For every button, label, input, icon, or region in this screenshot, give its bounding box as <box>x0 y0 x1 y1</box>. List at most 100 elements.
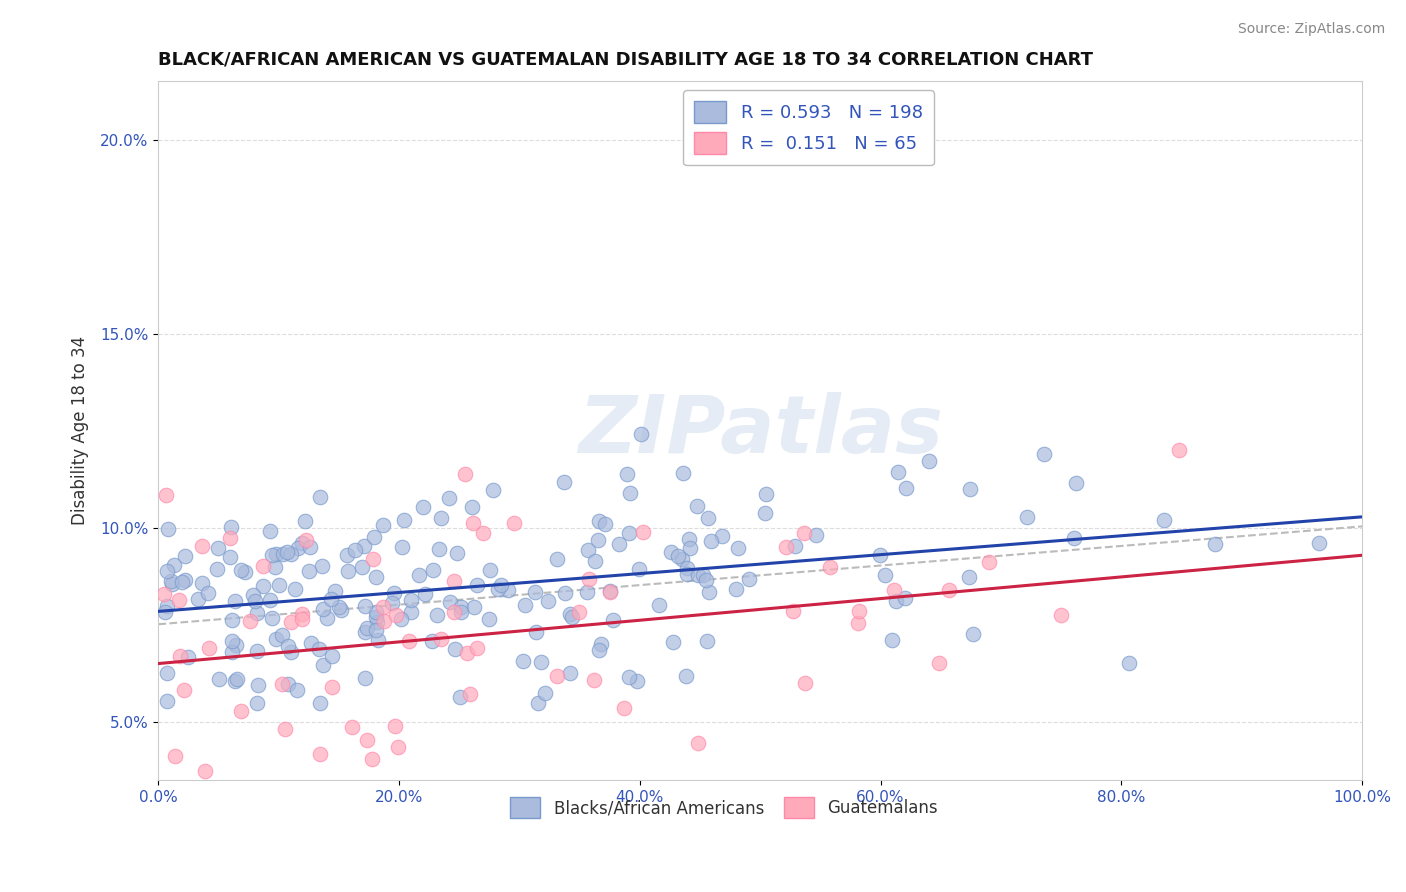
Point <box>373 614 395 628</box>
Point <box>361 551 384 566</box>
Point <box>686 499 709 513</box>
Point <box>187 591 209 606</box>
Point <box>364 569 387 583</box>
Point <box>167 593 190 607</box>
Point <box>460 500 482 515</box>
Point <box>439 594 461 608</box>
Point <box>430 632 453 647</box>
Point <box>299 636 322 650</box>
Point <box>260 611 283 625</box>
Point <box>367 633 389 648</box>
Point <box>263 560 285 574</box>
Point <box>287 541 309 555</box>
Point <box>688 567 710 582</box>
Point <box>688 736 710 750</box>
Point <box>588 514 610 528</box>
Point <box>627 562 650 576</box>
Point <box>661 635 683 649</box>
Point <box>463 599 485 614</box>
Point <box>1167 442 1189 457</box>
Point <box>295 533 318 547</box>
Point <box>239 615 262 629</box>
Point <box>959 482 981 496</box>
Point <box>309 747 332 761</box>
Point <box>207 541 229 555</box>
Point <box>465 578 488 592</box>
Point <box>371 518 394 533</box>
Point <box>170 574 193 589</box>
Point <box>977 555 1000 569</box>
Point <box>412 500 434 514</box>
Legend: Blacks/African Americans, Guatemalans: Blacks/African Americans, Guatemalans <box>503 790 945 824</box>
Point <box>229 563 252 577</box>
Point <box>335 548 357 562</box>
Point <box>1033 447 1056 461</box>
Point <box>337 564 360 578</box>
Point <box>312 658 335 673</box>
Point <box>450 605 472 619</box>
Point <box>471 526 494 541</box>
Point <box>619 486 641 500</box>
Point <box>1063 531 1085 545</box>
Point <box>678 532 700 546</box>
Point <box>869 548 891 562</box>
Point <box>443 606 465 620</box>
Point <box>439 491 461 505</box>
Point <box>530 655 553 669</box>
Point <box>957 570 980 584</box>
Point <box>156 666 179 681</box>
Point <box>264 548 287 562</box>
Point <box>219 520 242 534</box>
Text: BLACK/AFRICAN AMERICAN VS GUATEMALAN DISABILITY AGE 18 TO 34 CORRELATION CHART: BLACK/AFRICAN AMERICAN VS GUATEMALAN DIS… <box>159 51 1094 69</box>
Point <box>229 704 252 718</box>
Point <box>153 605 176 619</box>
Point <box>291 612 314 626</box>
Point <box>246 696 269 710</box>
Point <box>1017 509 1039 524</box>
Point <box>252 579 274 593</box>
Point <box>502 516 524 531</box>
Point <box>443 574 465 589</box>
Point <box>354 624 377 639</box>
Point <box>675 668 697 682</box>
Point <box>246 606 269 620</box>
Point <box>524 584 547 599</box>
Point <box>1064 475 1087 490</box>
Point <box>218 532 240 546</box>
Point <box>697 511 720 525</box>
Point <box>568 605 591 619</box>
Point <box>356 621 378 635</box>
Point <box>755 487 778 501</box>
Point <box>226 673 249 687</box>
Point <box>727 541 749 556</box>
Point <box>197 585 219 599</box>
Point <box>271 677 294 691</box>
Point <box>599 583 621 598</box>
Point <box>408 567 430 582</box>
Point <box>382 585 405 599</box>
Point <box>602 613 624 627</box>
Point <box>695 573 717 587</box>
Point <box>928 656 950 670</box>
Point <box>1204 536 1226 550</box>
Point <box>243 593 266 607</box>
Point <box>224 674 246 689</box>
Point <box>666 549 689 563</box>
Point <box>323 584 346 599</box>
Point <box>153 586 176 600</box>
Point <box>156 522 179 536</box>
Point <box>692 568 714 582</box>
Point <box>697 585 720 599</box>
Point <box>583 553 606 567</box>
Point <box>309 490 332 504</box>
Point <box>894 482 917 496</box>
Point <box>578 573 600 587</box>
Point <box>1118 656 1140 670</box>
Point <box>309 696 332 710</box>
Point <box>887 465 910 479</box>
Point <box>626 673 648 688</box>
Point <box>173 682 195 697</box>
Point <box>491 578 513 592</box>
Point <box>398 633 420 648</box>
Point <box>873 568 896 582</box>
